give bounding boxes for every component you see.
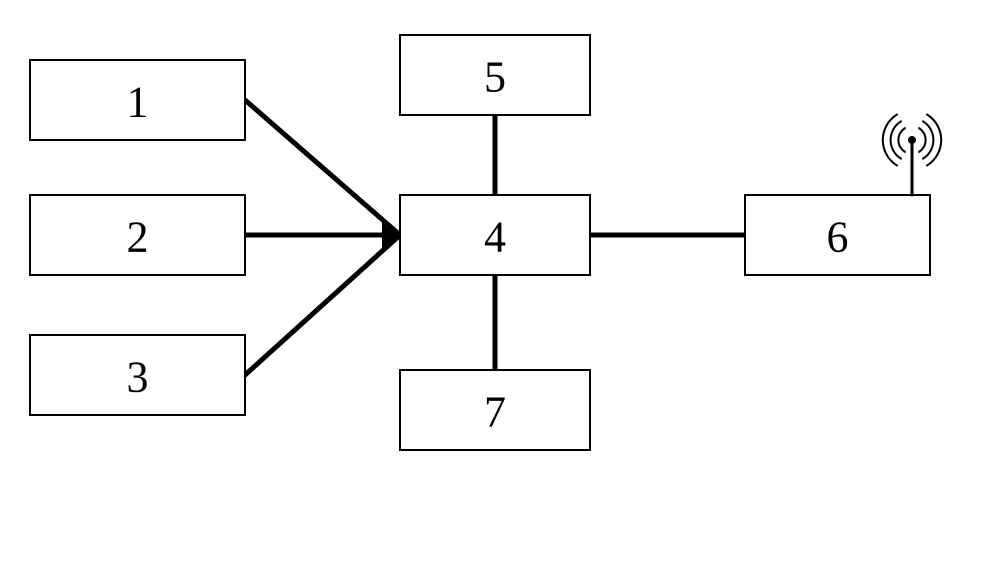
edge [245, 100, 400, 235]
edge [245, 235, 400, 375]
block-node-n4: 4 [400, 195, 590, 275]
node-label: 6 [827, 213, 849, 262]
node-label: 7 [484, 388, 506, 437]
antenna-icon [883, 115, 941, 196]
node-label: 4 [484, 213, 506, 262]
node-label: 3 [127, 353, 149, 402]
block-node-n1: 1 [30, 60, 245, 140]
nodes-group: 1 2 3 4 5 6 7 [30, 35, 941, 450]
block-diagram: 1 2 3 4 5 6 7 [0, 0, 1000, 575]
node-label: 1 [127, 78, 149, 127]
block-node-n3: 3 [30, 335, 245, 415]
block-node-n7: 7 [400, 370, 590, 450]
block-node-n6: 6 [745, 195, 930, 275]
node-label: 5 [484, 53, 506, 102]
node-label: 2 [127, 213, 149, 262]
block-node-n5: 5 [400, 35, 590, 115]
block-node-n2: 2 [30, 195, 245, 275]
